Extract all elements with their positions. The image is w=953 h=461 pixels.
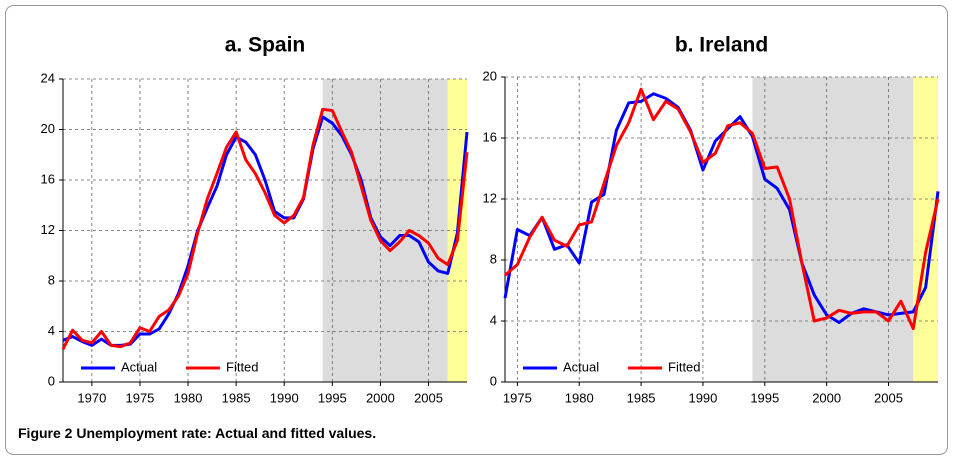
x-tick-label: 1995 bbox=[318, 390, 347, 405]
x-tick-label: 1995 bbox=[750, 390, 779, 405]
x-tick-label: 2000 bbox=[812, 390, 841, 405]
y-tick-label: 16 bbox=[41, 171, 55, 186]
y-tick-label: 12 bbox=[41, 222, 55, 237]
y-tick-label: 0 bbox=[490, 373, 497, 388]
x-tick-label: 2005 bbox=[874, 390, 903, 405]
y-tick-label: 8 bbox=[490, 251, 497, 266]
x-tick-label: 2005 bbox=[414, 390, 443, 405]
legend-label: Fitted bbox=[668, 359, 701, 374]
series-line bbox=[504, 87, 940, 331]
x-tick-label: 1970 bbox=[77, 390, 106, 405]
y-tick-label: 4 bbox=[490, 312, 497, 327]
y-tick-label: 0 bbox=[48, 373, 55, 388]
x-tick-label: 1975 bbox=[503, 390, 532, 405]
x-tick-label: 1990 bbox=[270, 390, 299, 405]
x-tick-label: 1985 bbox=[627, 390, 656, 405]
x-tick-label: 1980 bbox=[565, 390, 594, 405]
shaded-span bbox=[322, 79, 448, 382]
series-line bbox=[503, 92, 940, 325]
y-tick-label: 20 bbox=[483, 68, 497, 83]
series-line bbox=[61, 107, 469, 350]
chart-title: b. Ireland bbox=[675, 34, 768, 57]
y-tick-label: 20 bbox=[41, 121, 55, 136]
x-tick-label: 1990 bbox=[688, 390, 717, 405]
y-tick-label: 12 bbox=[483, 190, 497, 205]
x-tick-label: 1980 bbox=[174, 390, 203, 405]
y-tick-label: 24 bbox=[41, 70, 55, 85]
y-tick-label: 4 bbox=[48, 323, 55, 338]
x-tick-label: 1985 bbox=[222, 390, 251, 405]
legend-label: Actual bbox=[121, 359, 157, 374]
y-tick-label: 8 bbox=[48, 272, 55, 287]
chart-title: a. Spain bbox=[225, 34, 306, 57]
shaded-span bbox=[752, 77, 914, 382]
figure-border bbox=[5, 5, 948, 455]
x-tick-label: 2000 bbox=[366, 390, 395, 405]
x-tick-label: 1975 bbox=[125, 390, 154, 405]
caption: Figure 2 Unemployment rate: Actual and f… bbox=[18, 425, 376, 441]
y-tick-label: 16 bbox=[483, 129, 497, 144]
legend-label: Fitted bbox=[226, 359, 259, 374]
legend-label: Actual bbox=[563, 359, 599, 374]
